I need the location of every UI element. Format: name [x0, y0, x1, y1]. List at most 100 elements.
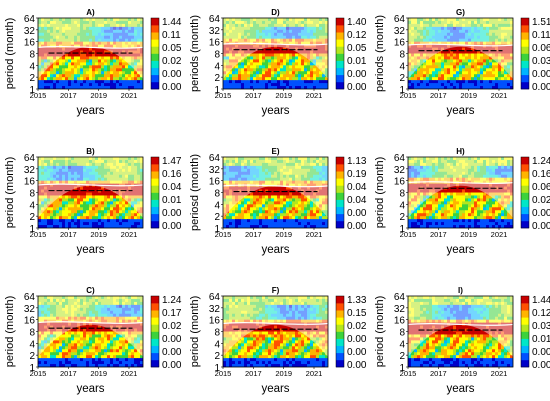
- colorbar-label: 0.01: [162, 195, 182, 206]
- y-tick-label: 1: [214, 224, 220, 235]
- colorbar-label: 0.00: [347, 69, 367, 80]
- y-tick-label: 1: [214, 363, 220, 374]
- colorbar-label: 0.02: [532, 195, 550, 206]
- x-tick-label: 2021: [491, 230, 508, 239]
- x-axis-label: years: [261, 105, 289, 117]
- panel-title: A): [86, 8, 95, 17]
- colorbar: 1.13 0.19 0.04 0.04 0.00 0.00: [335, 156, 367, 232]
- y-axis-label: periosd (month): [189, 154, 201, 231]
- colorbar-label: 0.00: [162, 334, 182, 345]
- x-axis-label: years: [261, 383, 289, 395]
- y-tick-label: 1: [29, 224, 35, 235]
- colorbar-label: 0.11: [532, 30, 550, 41]
- y-tick-label: 16: [394, 177, 406, 188]
- x-tick-label: 2019: [90, 230, 107, 239]
- y-tick-label: 64: [394, 153, 406, 164]
- colorbar-label: 0.16: [532, 169, 550, 180]
- power-spectrum-heatmap: [38, 296, 143, 367]
- colorbar-label: 1.51: [532, 17, 550, 28]
- x-tick-label: 2021: [306, 91, 323, 100]
- y-tick-label: 64: [24, 153, 36, 164]
- colorbar: 1.51 0.11 0.06 0.03 0.00 0.00: [520, 17, 550, 93]
- y-axis-label: period (month): [374, 157, 386, 229]
- x-tick-label: 2015: [30, 230, 47, 239]
- x-tick-label: 2015: [215, 230, 232, 239]
- colorbar-label: 1.24: [532, 156, 550, 167]
- y-tick-label: 32: [394, 165, 406, 176]
- y-tick-label: 8: [399, 50, 405, 61]
- power-spectrum-heatmap: [223, 296, 328, 367]
- y-tick-label: 8: [29, 328, 35, 339]
- y-tick-label: 16: [24, 38, 36, 49]
- x-tick-label: 2017: [430, 369, 447, 378]
- y-tick-label: 1: [399, 363, 405, 374]
- colorbar-label: 0.00: [162, 208, 182, 219]
- colorbar-label: 0.01: [532, 334, 550, 345]
- x-tick-label: 2019: [90, 91, 107, 100]
- x-tick-label: 2019: [460, 369, 477, 378]
- significance-contour: [223, 322, 328, 325]
- colorbar-label: 0.00: [347, 334, 367, 345]
- y-tick-label: 16: [209, 316, 221, 327]
- y-tick-label: 4: [399, 200, 405, 211]
- colorbar: 1.47 0.16 0.04 0.01 0.00 0.00: [150, 156, 182, 232]
- colorbar-label: 0.03: [532, 321, 550, 332]
- colorbar-label: 0.02: [162, 56, 182, 67]
- colorbar: 1.44 0.12 0.03 0.01 0.00 0.00: [520, 295, 550, 371]
- x-tick-label: 2015: [400, 369, 417, 378]
- colorbar: 1.40 0.12 0.05 0.01 0.00 0.00: [335, 17, 367, 93]
- y-tick-label: 4: [214, 339, 220, 350]
- colorbar-label: 0.12: [532, 308, 550, 319]
- significance-contour: [223, 42, 328, 46]
- y-tick-label: 16: [24, 316, 36, 327]
- y-tick-label: 1: [399, 224, 405, 235]
- y-axis-label: period (month): [189, 296, 201, 368]
- x-tick-label: 2017: [430, 230, 447, 239]
- y-tick-label: 32: [394, 26, 406, 37]
- colorbar-label: 0.00: [532, 208, 550, 219]
- y-tick-label: 1: [214, 85, 220, 96]
- y-tick-label: 4: [399, 61, 405, 72]
- colorbar-label: 0.05: [162, 43, 182, 54]
- cone-of-influence: [223, 18, 328, 80]
- colorbar-label: 0.00: [162, 69, 182, 80]
- colorbar-label: 1.24: [162, 295, 182, 306]
- y-tick-label: 64: [394, 292, 406, 303]
- y-tick-label: 16: [24, 177, 36, 188]
- panel-title: G): [456, 8, 465, 17]
- y-tick-label: 4: [399, 339, 405, 350]
- x-tick-label: 2015: [400, 91, 417, 100]
- x-axis-label: years: [76, 244, 104, 256]
- colorbar-label: 0.06: [532, 43, 550, 54]
- x-tick-label: 2021: [121, 369, 138, 378]
- y-tick-label: 2: [29, 212, 35, 223]
- significance-contour: [408, 323, 513, 326]
- x-tick-label: 2021: [306, 230, 323, 239]
- y-tick-label: 1: [399, 85, 405, 96]
- y-tick-label: 4: [29, 61, 35, 72]
- y-tick-label: 4: [29, 200, 35, 211]
- cone-of-influence: [408, 18, 513, 80]
- y-tick-label: 32: [24, 165, 36, 176]
- x-tick-label: 2021: [491, 91, 508, 100]
- colorbar-label: 0.00: [532, 69, 550, 80]
- y-tick-label: 64: [24, 14, 36, 25]
- x-tick-label: 2019: [460, 230, 477, 239]
- colorbar-label: 0.19: [347, 169, 367, 180]
- colorbar-label: 0.02: [162, 321, 182, 332]
- colorbar: 1.33 0.15 0.02 0.00 0.00 0.00: [335, 295, 367, 371]
- significance-contour: [38, 45, 143, 49]
- colorbar-label: 0.00: [347, 82, 367, 93]
- colorbar-label: 0.00: [532, 82, 550, 93]
- y-tick-label: 8: [29, 189, 35, 200]
- y-tick-label: 32: [24, 304, 36, 315]
- y-tick-label: 32: [209, 165, 221, 176]
- y-tick-label: 4: [214, 61, 220, 72]
- colorbar-label: 1.44: [162, 17, 182, 28]
- x-tick-label: 2017: [60, 369, 77, 378]
- power-spectrum-heatmap: [223, 157, 328, 228]
- colorbar-label: 1.13: [347, 156, 367, 167]
- colorbar-label: 0.04: [162, 182, 182, 193]
